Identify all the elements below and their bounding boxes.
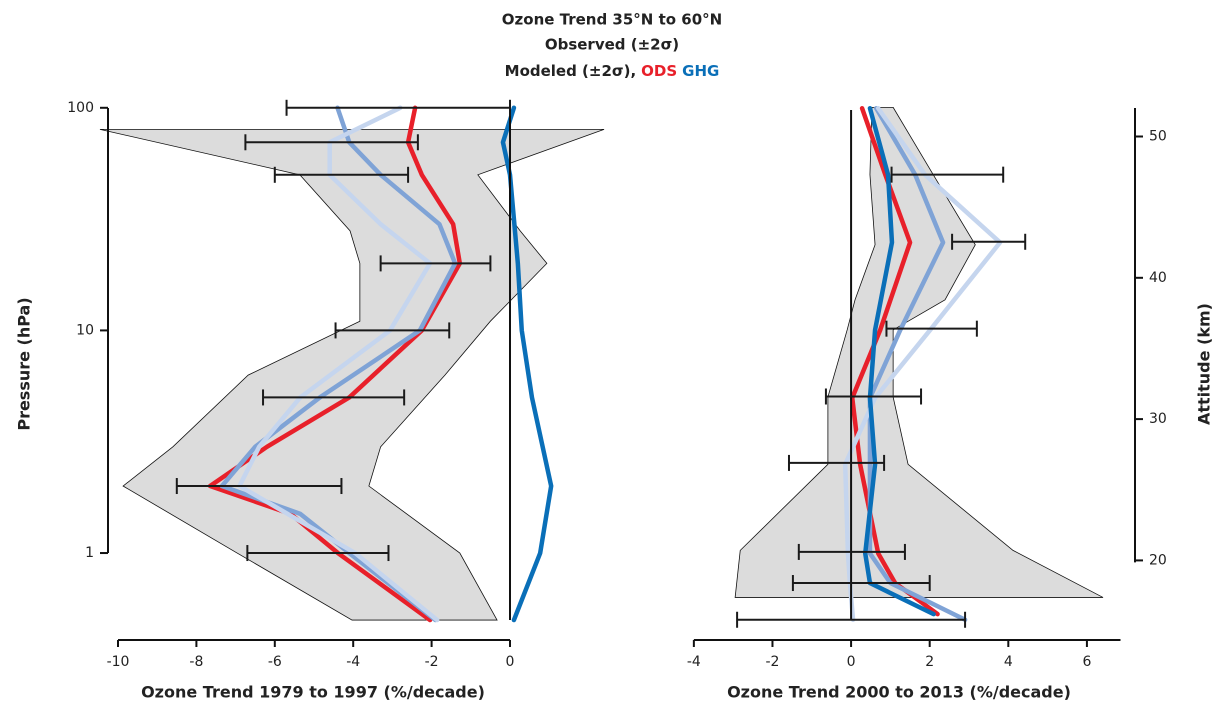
x-tick-label: -4 (687, 654, 701, 670)
model-line (842, 105, 1003, 623)
error-bar (885, 320, 978, 337)
y-tick-label: 40 (1149, 270, 1167, 286)
error-bar (890, 166, 1005, 183)
x-axis-label: Ozone Trend 1979 to 1997 (%/decade) (141, 683, 485, 702)
x-tick-label: 0 (847, 654, 856, 670)
y-tick-label: 1 (85, 545, 94, 561)
error-bar (824, 388, 923, 405)
error-bar (175, 478, 343, 495)
model-line (850, 105, 940, 617)
subtitle-text: Modeled (±2σ), (505, 62, 637, 80)
x-axis-label: Ozone Trend 2000 to 2013 (%/decade) (727, 683, 1071, 702)
x-tick-label: -6 (268, 654, 282, 670)
error-bar (736, 611, 967, 628)
x-tick-label: 0 (506, 654, 515, 670)
error-bar (246, 545, 390, 562)
x-tick-label: -10 (107, 654, 130, 670)
y-axis-label: Pressure (hPa) (15, 297, 34, 430)
error-bar (285, 99, 511, 116)
model-line (500, 105, 554, 623)
model-envelope (734, 106, 1104, 598)
chart-subtitle: Modeled (±2σ), ODS GHG (505, 62, 720, 80)
error-bar (273, 166, 410, 183)
x-tick-label: 2 (925, 654, 934, 670)
x-tick-label: -2 (425, 654, 439, 670)
y-axis-label: Attitude (km) (1195, 303, 1214, 425)
x-tick-label: -8 (189, 654, 203, 670)
x-tick-label: 4 (1004, 654, 1013, 670)
y-tick-label: 50 (1149, 129, 1167, 145)
error-bar (379, 255, 492, 272)
error-bar (791, 575, 931, 592)
y-tick-label: 10 (76, 322, 94, 338)
error-bar (787, 454, 886, 471)
error-bar (244, 134, 419, 151)
x-tick-label: -4 (346, 654, 360, 670)
error-bar (334, 322, 451, 339)
y-tick-label: 20 (1149, 552, 1167, 568)
y-tick-label: 100 (67, 100, 94, 116)
chart-title: Ozone Trend 35°N to 60°N (502, 11, 722, 29)
error-bar (951, 233, 1027, 250)
y-tick-label: 30 (1149, 411, 1167, 427)
model-line (862, 105, 936, 617)
error-bar (262, 389, 406, 406)
legend-entry: ODS (641, 62, 677, 80)
legend-entry: GHG (682, 62, 719, 80)
error-bar (797, 543, 906, 560)
model-line (219, 105, 458, 623)
x-tick-label: 6 (1082, 654, 1091, 670)
x-tick-label: -2 (765, 654, 779, 670)
chart-subtitle: Observed (±2σ) (545, 36, 679, 54)
